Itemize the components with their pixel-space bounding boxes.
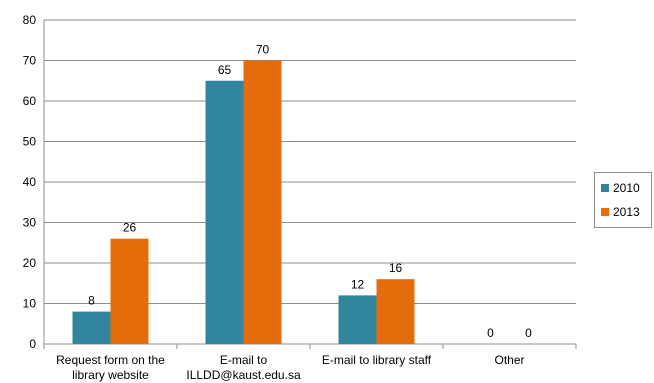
legend-item-2010: 2010 [601, 181, 640, 195]
y-tick-label: 80 [23, 13, 37, 27]
bar-2010 [72, 311, 111, 344]
bar-2010 [205, 80, 244, 344]
data-label-2010: 65 [218, 63, 232, 77]
data-label-2013: 70 [256, 43, 270, 57]
legend-item-2013: 2013 [601, 205, 640, 219]
data-label-2013: 16 [389, 261, 403, 275]
y-tick-label: 30 [23, 216, 37, 230]
y-tick-label: 10 [23, 297, 37, 311]
y-tick-label: 20 [23, 256, 37, 270]
data-label-2013: 26 [123, 221, 137, 235]
data-label-2013: 0 [525, 326, 532, 340]
bar-2013 [243, 60, 282, 344]
x-category-label: Request form on the library website [56, 353, 165, 382]
x-category-label: E-mail to library staff [322, 353, 432, 367]
legend-swatch-2013 [601, 208, 609, 216]
bar-2010 [338, 295, 377, 344]
y-tick-label: 60 [23, 94, 37, 108]
data-label-2010: 0 [487, 326, 494, 340]
data-label-2010: 12 [351, 277, 365, 291]
legend-label-2013: 2013 [613, 205, 640, 219]
x-category-label: Other [494, 353, 524, 367]
y-tick-label: 40 [23, 175, 37, 189]
y-tick-label: 70 [23, 54, 37, 68]
y-tick-label: 0 [29, 337, 36, 351]
legend-swatch-2010 [601, 184, 609, 192]
bar-2013 [110, 238, 149, 344]
bar-2013 [376, 279, 415, 344]
y-tick-label: 50 [23, 135, 37, 149]
legend-label-2010: 2010 [613, 181, 640, 195]
data-label-2010: 8 [88, 294, 95, 308]
legend: 2010 2013 [594, 172, 652, 228]
x-category-label: E-mail to ILLDD@kaust.edu.sa [186, 353, 301, 382]
